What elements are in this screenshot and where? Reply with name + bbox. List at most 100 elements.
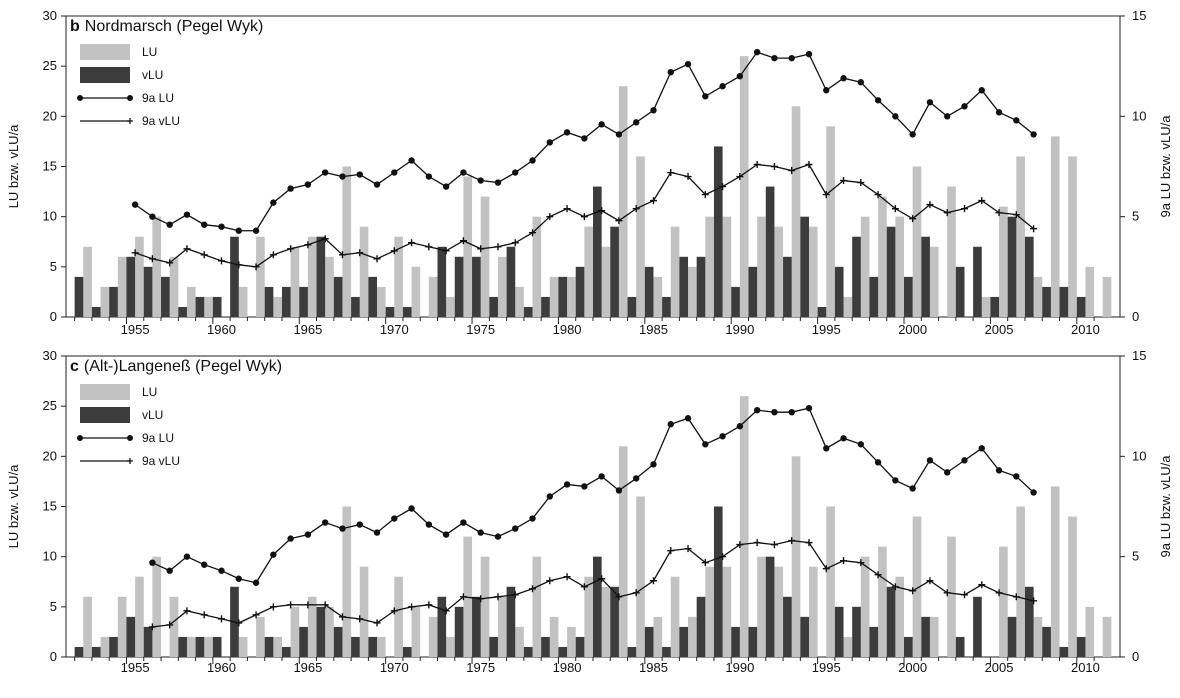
bar-lu: [739, 396, 749, 657]
x-tick-label: 1995: [812, 322, 841, 337]
point-9a-vlu: [200, 611, 208, 619]
y-tick-label: 20: [43, 108, 57, 123]
bar-lu: [359, 566, 369, 657]
point-9a-lu: [753, 48, 761, 56]
point-9a-vlu: [131, 249, 139, 257]
legend-marker-dot: [127, 435, 133, 441]
bar-lu: [446, 296, 455, 317]
line-9a-lu: [152, 407, 1035, 584]
y-axis-title: LU bzw. vLU/a: [6, 124, 21, 209]
bar-vlu: [1007, 616, 1017, 657]
bar-lu: [497, 596, 507, 657]
point-9a-vlu: [390, 607, 398, 615]
bar-vlu: [852, 606, 861, 657]
point-9a-lu: [287, 535, 294, 542]
point-9a-vlu: [857, 179, 865, 187]
point-9a-lu: [978, 445, 985, 452]
point-9a-lu: [235, 227, 242, 234]
bar-lu: [757, 556, 766, 657]
bar-vlu: [281, 646, 291, 657]
bar-vlu: [886, 586, 896, 657]
bar-vlu: [783, 596, 792, 657]
bar-lu: [705, 216, 714, 317]
point-9a-lu: [1030, 489, 1037, 496]
bar-vlu: [834, 606, 844, 657]
x-tick-label: 2005: [985, 322, 1014, 337]
bar-vlu: [1007, 216, 1017, 317]
point-9a-vlu: [649, 197, 657, 205]
point-9a-vlu: [632, 589, 640, 597]
bar-lu: [636, 156, 645, 317]
legend-marker-dot: [77, 435, 83, 441]
point-9a-vlu: [494, 243, 502, 251]
bar-lu: [774, 566, 784, 657]
point-9a-lu: [684, 60, 692, 68]
point-9a-vlu: [684, 173, 692, 181]
point-9a-vlu: [736, 173, 744, 181]
point-9a-lu: [753, 406, 761, 414]
point-9a-lu: [131, 201, 139, 208]
bar-lu: [981, 296, 991, 317]
point-9a-vlu: [218, 257, 226, 265]
x-tick-label: 1995: [812, 660, 841, 675]
point-9a-lu: [926, 99, 934, 106]
point-9a-vlu: [840, 177, 848, 185]
y-tick-label: 25: [43, 398, 57, 413]
point-9a-lu: [632, 475, 640, 482]
bar-lu: [895, 576, 905, 657]
point-9a-vlu: [580, 213, 588, 221]
point-9a-vlu: [408, 239, 416, 247]
point-9a-vlu: [425, 601, 433, 609]
point-9a-lu: [183, 553, 191, 560]
point-9a-vlu: [805, 160, 813, 168]
point-9a-lu: [892, 113, 899, 120]
point-9a-vlu: [269, 603, 277, 611]
point-9a-lu: [252, 227, 260, 234]
x-tick-label: 1965: [293, 322, 322, 337]
bar-lu: [601, 246, 611, 317]
point-9a-lu: [304, 531, 312, 538]
bar-lu: [1050, 486, 1060, 657]
bar-lu: [532, 216, 542, 317]
point-9a-vlu: [684, 545, 692, 553]
point-9a-lu: [235, 575, 242, 582]
point-9a-lu: [494, 533, 502, 540]
legend-label: vLU: [142, 408, 163, 422]
bar-vlu: [904, 276, 913, 317]
y-tick-label: 5: [50, 259, 57, 274]
point-9a-lu: [719, 83, 726, 90]
point-9a-lu: [442, 183, 450, 190]
chart-panel-c: 0 5 10 15 20 25 30 0 5 10 15 1955 1960 1965 1970 1975 19…: [6, 348, 1173, 675]
bar-vlu: [748, 266, 758, 317]
legend-label: LU: [142, 385, 157, 399]
point-9a-lu: [442, 531, 450, 538]
point-9a-vlu: [304, 601, 312, 609]
bar-lu: [549, 616, 559, 657]
point-9a-vlu: [408, 603, 416, 611]
point-9a-vlu: [667, 547, 675, 555]
bar-vlu: [575, 266, 585, 317]
y-tick-label: 20: [43, 448, 57, 463]
point-9a-vlu: [546, 577, 554, 585]
bar-vlu: [1076, 296, 1086, 317]
bar-vlu: [212, 296, 222, 317]
y-tick-label: 0: [50, 309, 57, 324]
point-9a-lu: [339, 173, 346, 180]
bar-lu: [100, 286, 110, 317]
point-9a-lu: [909, 131, 916, 138]
point-9a-lu: [563, 129, 571, 136]
bar-lu: [446, 636, 455, 657]
bar-vlu: [869, 276, 879, 317]
point-9a-vlu: [891, 583, 899, 591]
point-9a-vlu: [321, 235, 329, 243]
bar-vlu: [264, 286, 274, 317]
point-9a-vlu: [598, 575, 606, 583]
bar-vlu: [437, 596, 447, 657]
point-9a-vlu: [511, 239, 519, 247]
bar-lu: [808, 566, 818, 657]
point-9a-lu: [892, 477, 899, 484]
x-tick-label: 1980: [553, 322, 582, 337]
point-9a-vlu: [338, 613, 346, 621]
bar-lu: [584, 576, 593, 657]
point-9a-lu: [961, 457, 968, 464]
